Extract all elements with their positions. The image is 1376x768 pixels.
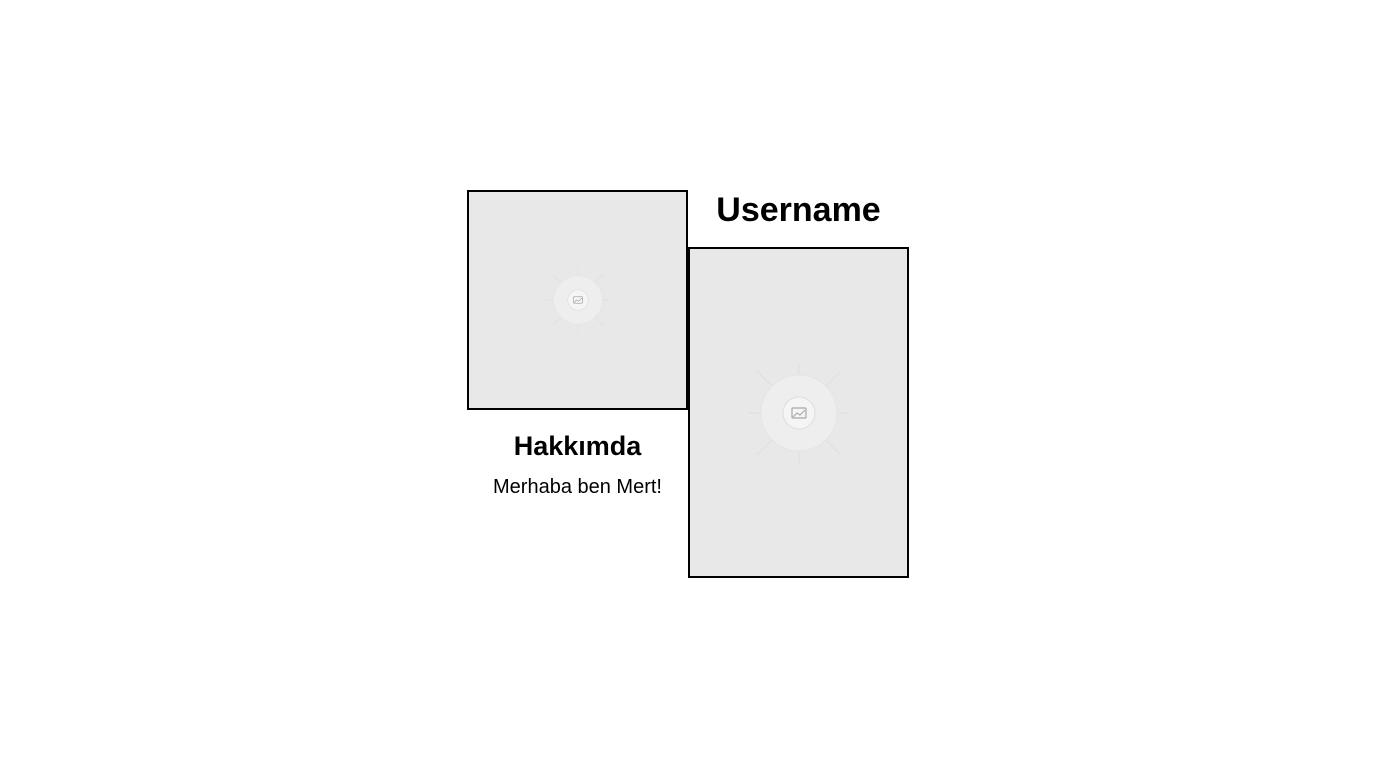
about-heading: Hakkımda bbox=[513, 431, 642, 461]
image-placeholder-icon bbox=[748, 362, 849, 463]
profile-avatar-image bbox=[467, 190, 688, 410]
profile-main-image bbox=[688, 247, 909, 578]
about-text: Merhaba ben Mert! bbox=[493, 476, 662, 498]
image-placeholder-icon bbox=[545, 268, 610, 332]
page-title: Username bbox=[716, 191, 881, 229]
